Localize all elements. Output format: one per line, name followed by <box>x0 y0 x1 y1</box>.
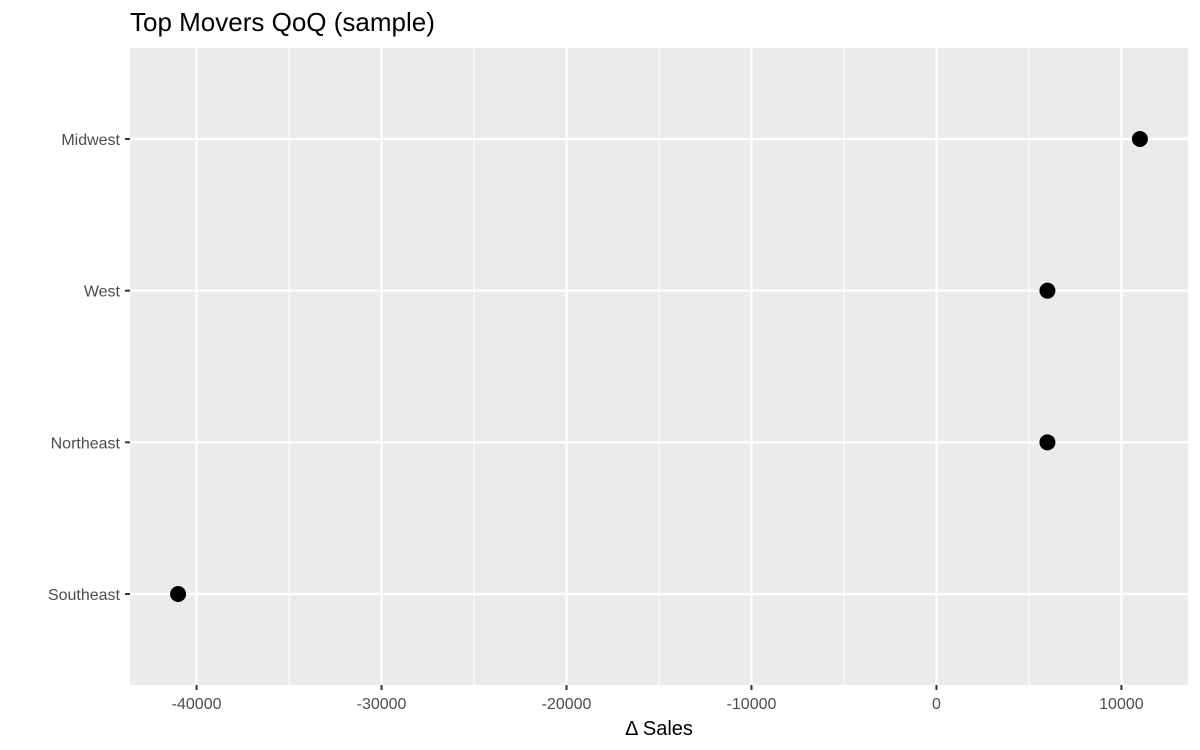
data-point <box>1131 131 1148 147</box>
x-tick-label: 10000 <box>1099 696 1144 713</box>
major-gridlines <box>130 48 1188 685</box>
x-tick-label: -40000 <box>172 696 222 713</box>
x-axis: -40000 -30000 -20000 -10000 0 10000 <box>172 685 1144 713</box>
x-tick-label: -10000 <box>727 696 777 713</box>
x-tick-label: -20000 <box>542 696 592 713</box>
data-point <box>1039 434 1056 451</box>
y-tick-label: Southeast <box>48 587 121 604</box>
data-points <box>170 131 1148 602</box>
x-axis-title: Δ Sales <box>625 718 693 740</box>
y-tick-label: Midwest <box>61 132 120 149</box>
y-tick-label: Northeast <box>51 435 121 452</box>
data-point <box>1039 282 1056 299</box>
data-point <box>170 586 187 602</box>
y-axis: Southeast Northeast West Midwest <box>48 132 130 604</box>
minor-gridlines <box>288 48 1030 685</box>
x-tick-label: -30000 <box>357 696 407 713</box>
chart-title: Top Movers QoQ (sample) <box>130 7 435 37</box>
y-tick-label: West <box>84 284 121 301</box>
x-tick-label: 0 <box>932 696 941 713</box>
